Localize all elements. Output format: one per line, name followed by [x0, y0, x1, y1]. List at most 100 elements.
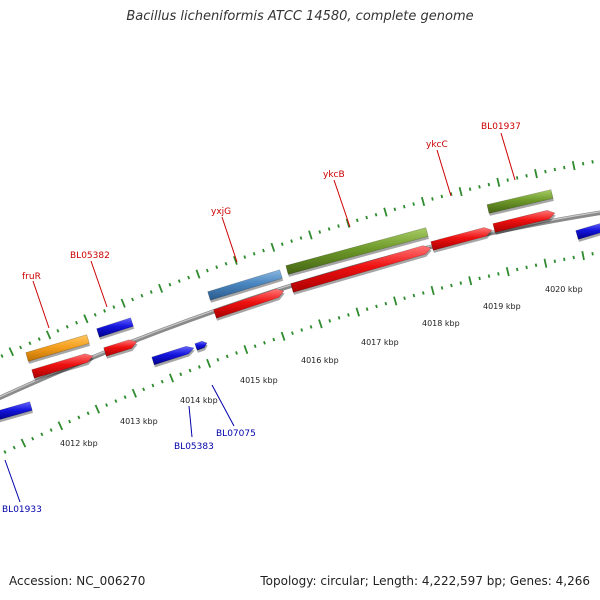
major-tick [243, 344, 249, 355]
major-tick [83, 314, 89, 324]
kbp-label-4015: 4015 kbp [240, 376, 278, 385]
minor-tick [142, 387, 146, 392]
minor-tick [449, 192, 453, 196]
minor-tick [216, 358, 220, 362]
minor-tick [205, 268, 209, 273]
minor-tick [327, 227, 331, 231]
minor-tick [318, 230, 322, 234]
major-tick [270, 242, 276, 252]
leader-bl05383 [188, 405, 193, 438]
minor-tick [337, 316, 341, 320]
minor-tick [93, 313, 97, 317]
minor-tick [468, 187, 472, 191]
minor-tick [337, 224, 340, 228]
minor-tick [252, 251, 256, 256]
cds-5 [430, 227, 493, 253]
minor-tick [112, 305, 116, 309]
minor-tick [591, 160, 594, 164]
minor-tick [224, 261, 228, 266]
minor-tick [290, 239, 293, 243]
minor-tick [487, 182, 491, 187]
kbp-label-4017: 4017 kbp [361, 338, 399, 347]
gene-yxjg [207, 269, 284, 303]
minor-tick [563, 257, 566, 262]
minor-tick [375, 304, 378, 309]
minor-tick [328, 319, 332, 323]
major-tick [120, 298, 126, 308]
minor-tick [422, 291, 425, 295]
major-tick [345, 218, 351, 228]
minor-tick [534, 263, 538, 268]
minor-tick [49, 428, 53, 432]
minor-tick [515, 267, 519, 272]
leader-bl01933 [4, 459, 21, 503]
gene-bl05382 [96, 317, 135, 340]
major-tick [420, 196, 426, 207]
minor-tick [187, 275, 191, 280]
lower-tick-track [3, 250, 594, 454]
upper-tick-track [0, 160, 594, 358]
leader-bl07075 [211, 384, 235, 427]
major-tick [468, 276, 473, 286]
minor-tick [262, 248, 265, 253]
minor-tick [65, 324, 69, 329]
minor-tick [525, 265, 528, 270]
minor-tick [374, 212, 378, 217]
minor-tick [56, 329, 60, 333]
minor-tick [384, 301, 388, 306]
major-tick [430, 285, 435, 296]
minor-tick [487, 274, 491, 278]
minor-tick [591, 252, 594, 256]
minor-tick [140, 293, 144, 298]
minor-tick [75, 320, 79, 325]
minor-tick [309, 325, 313, 329]
major-tick [383, 207, 388, 217]
minor-tick [553, 167, 557, 172]
minor-tick [19, 345, 23, 350]
major-tick [131, 388, 137, 398]
minor-tick [412, 202, 415, 206]
minor-tick [581, 161, 585, 166]
minor-tick [235, 351, 238, 355]
minor-tick [3, 450, 7, 454]
label-bl01937: BL01937 [481, 122, 521, 132]
minor-tick [197, 365, 201, 369]
minor-tick [12, 445, 16, 450]
minor-tick [544, 169, 547, 174]
gene-bl07075 [194, 340, 208, 353]
minor-tick [123, 395, 127, 399]
cds-1 [31, 353, 94, 381]
minor-tick [440, 194, 444, 199]
major-tick [355, 307, 360, 317]
minor-tick [478, 185, 481, 189]
minor-tick [299, 236, 303, 240]
major-tick [318, 319, 323, 329]
minor-tick [243, 255, 247, 259]
major-tick [168, 373, 175, 383]
gene-left-edge [0, 401, 33, 423]
minor-tick [177, 279, 181, 283]
minor-tick [0, 354, 4, 358]
cds-2 [103, 339, 138, 359]
kbp-label-4018: 4018 kbp [422, 319, 460, 328]
minor-tick [402, 204, 406, 209]
label-bl07075: BL07075 [216, 429, 256, 439]
map-title: Bacillus licheniformis ATCC 14580, compl… [126, 9, 474, 24]
label-ykcb: ykcB [323, 170, 345, 180]
kbp-label-4019: 4019 kbp [483, 302, 521, 311]
minor-tick [459, 281, 463, 285]
major-tick [94, 404, 100, 414]
minor-tick [355, 218, 359, 223]
label-bl05383: BL05383 [174, 442, 214, 452]
leader-yxjg [221, 216, 238, 263]
gene-ykcb [285, 227, 429, 277]
minor-tick [506, 178, 509, 182]
leader-ykcb [333, 179, 351, 228]
kbp-label-4013: 4013 kbp [120, 417, 158, 426]
minor-tick [253, 344, 257, 348]
minor-tick [412, 293, 416, 298]
label-bl05382: BL05382 [70, 251, 110, 261]
label-ykcc: ykcC [426, 140, 448, 150]
gene-features [0, 189, 600, 423]
